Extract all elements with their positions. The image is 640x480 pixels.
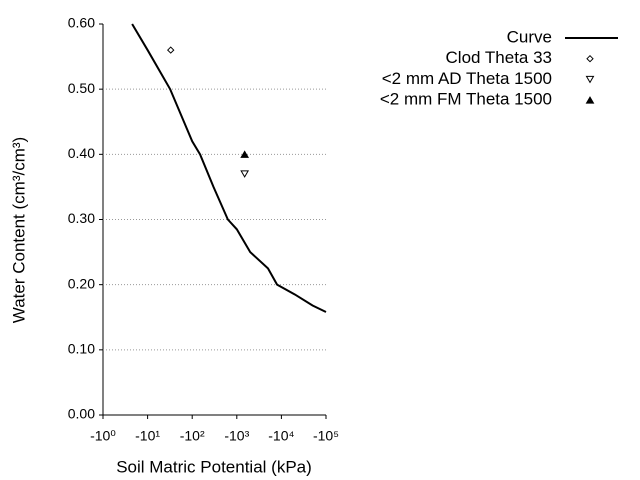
x-tick-label: -10⁴ [268, 428, 294, 444]
y-tick-label: 0.40 [68, 145, 95, 161]
y-tick-label: 0.60 [68, 15, 95, 31]
y-tick-label: 0.10 [68, 341, 95, 357]
x-tick-label: -10³ [224, 428, 249, 444]
y-tick-label: 0.30 [68, 210, 95, 226]
point [167, 46, 175, 54]
legend-swatch [586, 54, 594, 63]
legend-label: <2 mm AD Theta 1500 [382, 69, 552, 88]
curve [131, 23, 327, 313]
legend-label: <2 mm FM Theta 1500 [380, 90, 552, 109]
point [240, 150, 250, 158]
y-tick-label: 0.00 [68, 406, 95, 422]
y-tick-label: 0.50 [68, 80, 95, 96]
x-axis-title: Soil Matric Potential (kPa) [116, 457, 312, 476]
x-tick-label: -10⁰ [90, 428, 116, 444]
legend-swatch [585, 96, 595, 104]
legend-swatch [585, 75, 595, 84]
x-tick-label: -10² [180, 428, 205, 444]
y-tick-label: 0.20 [68, 275, 95, 291]
y-axis-title: Water Content (cm³/cm³) [9, 137, 28, 323]
point [240, 170, 250, 178]
x-tick-label: -10⁵ [313, 428, 339, 444]
legend-label: Curve [507, 27, 552, 46]
x-tick-label: -10¹ [135, 428, 160, 444]
legend-label: Clod Theta 33 [446, 48, 552, 67]
